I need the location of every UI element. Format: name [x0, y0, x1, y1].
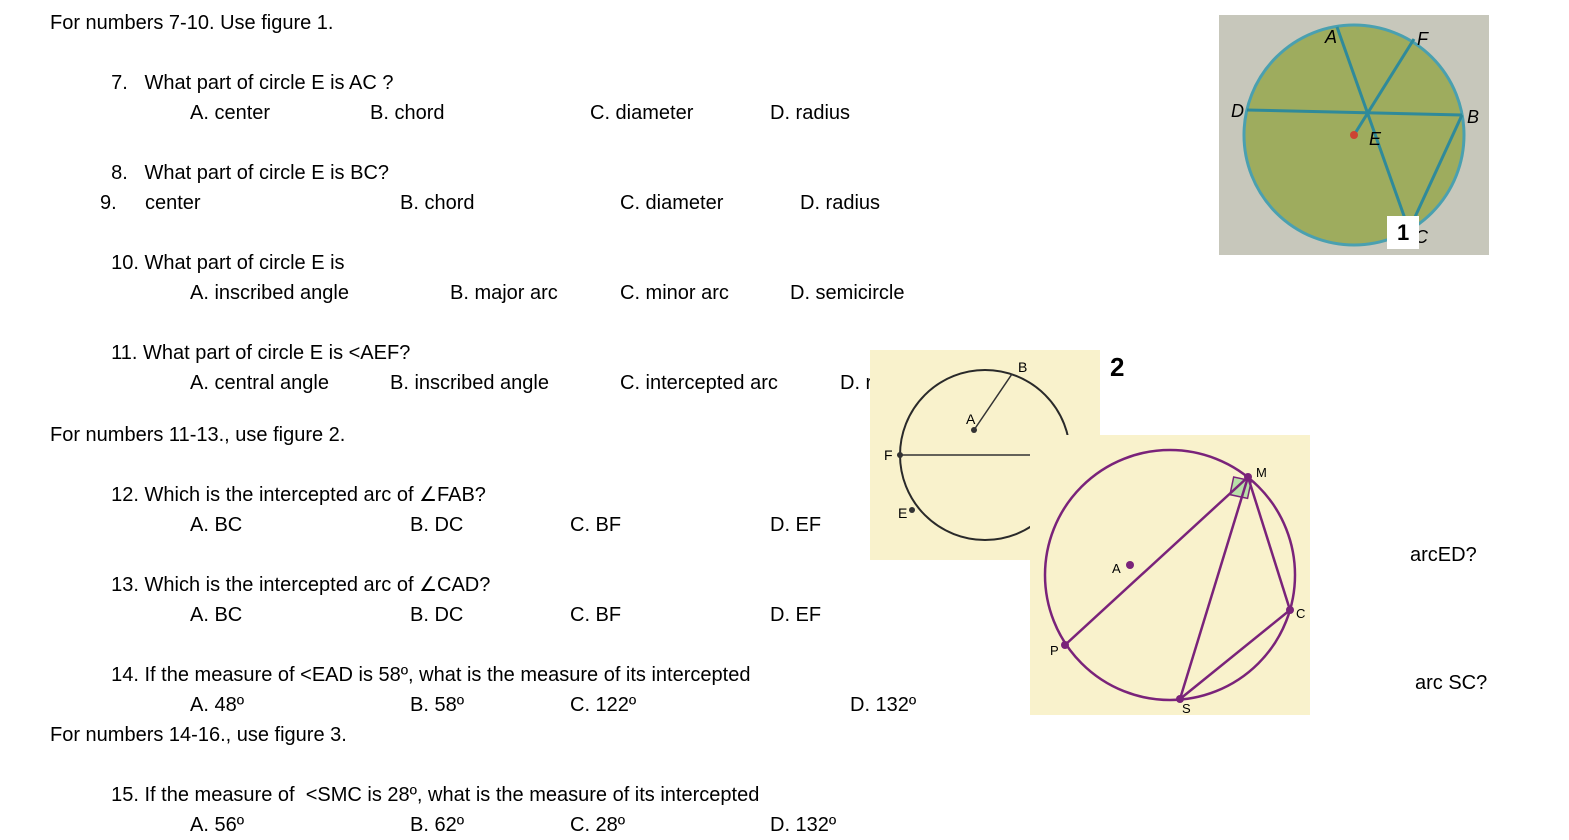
- q15-opts: A. 56º B. 62º C. 28º D. 132º: [50, 810, 1569, 840]
- q14-opts: A. 48º B. 58º C. 122º D. 132º: [50, 690, 1569, 720]
- svg-text:C: C: [1296, 606, 1305, 621]
- q13-b: B. DC: [410, 600, 570, 630]
- q10-opts: A. inscribed angle B. major arc C. minor…: [50, 278, 1569, 308]
- q15-c: C. 28º: [570, 810, 770, 840]
- q15-tail: arc SC?: [1415, 668, 1487, 698]
- q9-c: C. diameter: [620, 188, 800, 218]
- q9-text: center: [145, 188, 400, 218]
- q12-b: B. DC: [410, 510, 570, 540]
- q9-num: 9.: [100, 188, 145, 218]
- svg-text:P: P: [1050, 643, 1059, 658]
- q11-opts: A. central angle B. inscribed angle C. i…: [50, 368, 1569, 398]
- q13-c: C. BF: [570, 600, 770, 630]
- figure-1: AFDBEC 1: [1219, 15, 1489, 255]
- q7-num: 7.: [111, 72, 128, 94]
- q9-b: B. chord: [400, 188, 620, 218]
- q15-d: D. 132º: [770, 810, 836, 840]
- q15-b: B. 62º: [410, 810, 570, 840]
- q12: 12. Which is the intercepted arc of ∠FAB…: [50, 450, 1569, 510]
- svg-text:B: B: [1018, 359, 1027, 375]
- svg-text:S: S: [1182, 701, 1191, 715]
- q13-a: A. BC: [190, 600, 410, 630]
- svg-text:F: F: [1417, 29, 1429, 49]
- q10-d: D. semicircle: [790, 278, 904, 308]
- q12-text: Which is the intercepted arc of ∠FAB?: [145, 484, 486, 506]
- q7-d: D. radius: [770, 98, 850, 128]
- q15-num: 15.: [111, 784, 139, 806]
- intro3: For numbers 14-16., use figure 3.: [50, 720, 1569, 750]
- q13: 13. Which is the intercepted arc of ∠CAD…: [50, 540, 1569, 600]
- q14: 14. If the measure of <EAD is 58º, what …: [50, 630, 1569, 690]
- q15-a: A. 56º: [190, 810, 410, 840]
- q12-num: 12.: [111, 484, 139, 506]
- q10-a: A. inscribed angle: [190, 278, 450, 308]
- q14-tail: arcED?: [1410, 540, 1477, 570]
- figure-3: M A C P S: [1030, 435, 1310, 715]
- q7-a: A. center: [190, 98, 370, 128]
- q14-c: C. 122º: [570, 690, 850, 720]
- svg-text:A: A: [1112, 561, 1121, 576]
- q8-num: 8.: [111, 162, 128, 184]
- q12-a: A. BC: [190, 510, 410, 540]
- svg-text:F: F: [884, 447, 893, 463]
- fig2-label: 2: [1110, 348, 1124, 387]
- svg-text:E: E: [898, 505, 907, 521]
- q13-d: D. EF: [770, 600, 821, 630]
- q9-d: D. radius: [800, 188, 880, 218]
- q14-num: 14.: [111, 664, 139, 686]
- q10-num: 10.: [111, 252, 139, 274]
- q7-b: B. chord: [370, 98, 590, 128]
- q11-num: 11.: [111, 342, 137, 364]
- svg-text:B: B: [1467, 107, 1479, 127]
- svg-text:A: A: [966, 411, 976, 427]
- q14-text: If the measure of <EAD is 58º, what is t…: [145, 664, 751, 686]
- q13-opts: A. BC B. DC C. BF D. EF: [50, 600, 1569, 630]
- q14-d: D. 132º: [850, 690, 916, 720]
- intro2: For numbers 11-13., use figure 2.: [50, 420, 1569, 450]
- q11-text: What part of circle E is <AEF?: [143, 342, 410, 364]
- q11: 11. What part of circle E is <AEF?: [50, 308, 1569, 368]
- fig1-label: 1: [1387, 216, 1419, 249]
- q11-c: C. intercepted arc: [620, 368, 840, 398]
- q14-b: B. 58º: [410, 690, 570, 720]
- svg-text:D: D: [1231, 101, 1244, 121]
- q11-b: B. inscribed angle: [390, 368, 620, 398]
- svg-text:M: M: [1256, 465, 1267, 480]
- svg-text:E: E: [1369, 129, 1382, 149]
- q12-d: D. EF: [770, 510, 821, 540]
- q10-c: C. minor arc: [620, 278, 790, 308]
- q8-text: What part of circle E is BC?: [144, 162, 389, 184]
- q10-text: What part of circle E is: [145, 252, 345, 274]
- q7-text: What part of circle E is AC ?: [144, 72, 393, 94]
- q14-a: A. 48º: [190, 690, 410, 720]
- q15-text: If the measure of <SMC is 28º, what is t…: [145, 784, 760, 806]
- q13-num: 13.: [111, 574, 139, 596]
- q13-text: Which is the intercepted arc of ∠CAD?: [145, 574, 491, 596]
- q11-a: A. central angle: [190, 368, 390, 398]
- svg-text:A: A: [1324, 27, 1337, 47]
- q15: 15. If the measure of <SMC is 28º, what …: [50, 750, 1569, 810]
- q10-b: B. major arc: [450, 278, 620, 308]
- q7-c: C. diameter: [590, 98, 770, 128]
- q12-opts: A. BC B. DC C. BF D. EF: [50, 510, 1569, 540]
- q12-c: C. BF: [570, 510, 770, 540]
